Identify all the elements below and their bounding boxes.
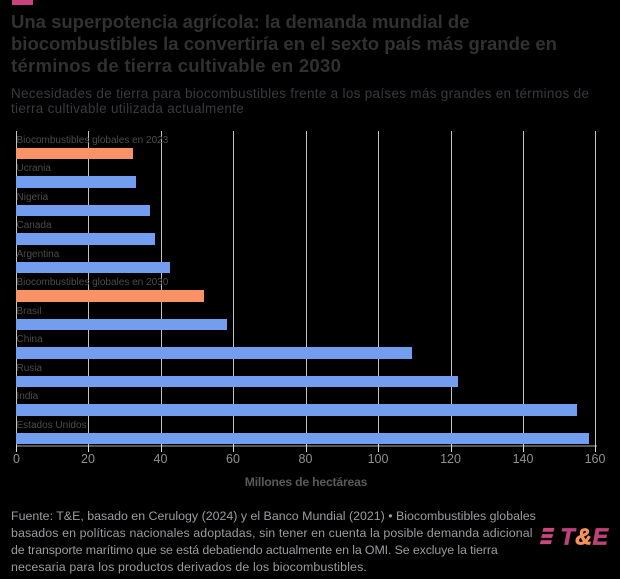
svg-text:T&E: T&E <box>561 526 609 550</box>
